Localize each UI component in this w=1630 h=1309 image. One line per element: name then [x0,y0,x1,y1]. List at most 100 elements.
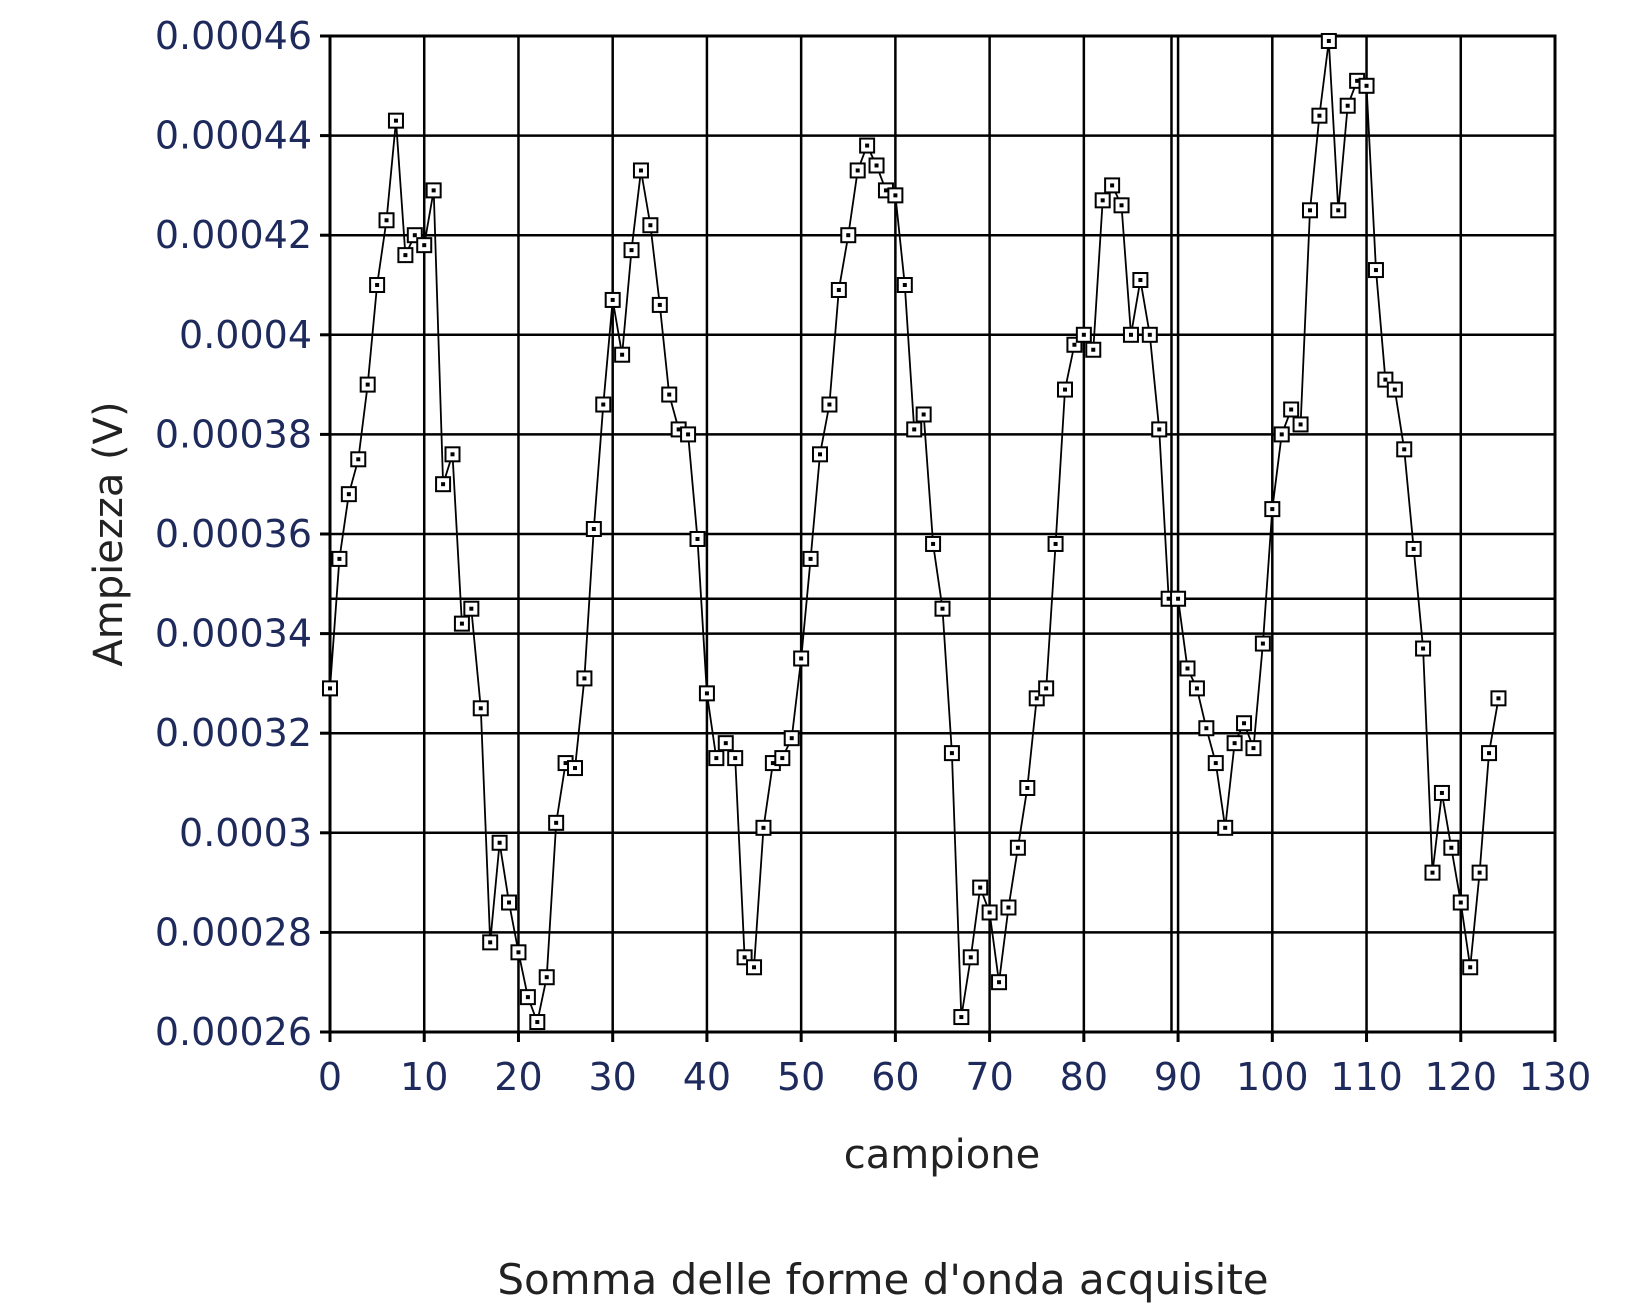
data-point-center-99 [1260,641,1265,646]
data-point-center-53 [827,402,832,407]
data-point-center-121 [1468,965,1473,970]
data-point-center-106 [1326,38,1331,43]
y-tick-label-10: 0.00046 [155,14,312,58]
data-point-center-62 [912,427,917,432]
data-point-center-109 [1355,78,1360,83]
x-tick-label-12: 120 [1425,1055,1498,1099]
data-point-center-36 [667,392,672,397]
data-point-center-42 [723,741,728,746]
data-point-center-87 [1147,332,1152,337]
data-point-center-68 [968,955,973,960]
x-tick-label-13: 130 [1519,1055,1592,1099]
x-tick-label-1: 10 [400,1055,448,1099]
data-point-center-29 [601,402,606,407]
y-tick-label-5: 0.00036 [155,512,312,556]
data-point-center-45 [752,965,757,970]
data-point-center-98 [1251,746,1256,751]
data-point-center-103 [1298,422,1303,427]
data-point-center-59 [883,188,888,193]
data-point-center-33 [638,168,643,173]
chart-caption: Somma delle forme d'onda acquisite [497,1255,1268,1304]
y-tick-label-2: 0.0003 [179,811,312,855]
data-point-center-52 [818,452,822,457]
y-tick-label-3: 0.00032 [155,711,312,755]
data-point-center-39 [695,536,700,541]
data-point-center-57 [865,143,870,148]
data-point-center-90 [1176,596,1181,601]
data-point-center-40 [704,691,709,696]
data-point-center-46 [761,825,766,830]
data-point-center-26 [573,766,577,771]
data-point-center-49 [789,736,794,741]
data-point-center-118 [1439,790,1444,795]
data-point-center-119 [1449,845,1454,850]
data-point-center-51 [808,556,813,561]
x-tick-label-3: 30 [589,1055,637,1099]
data-point-center-34 [648,223,653,228]
y-tick-label-4: 0.00034 [155,612,312,656]
cursor-lines[interactable] [330,36,1555,1032]
data-point-center-73 [1015,845,1020,850]
data-point-center-81 [1091,347,1096,352]
data-point-center-77 [1053,541,1058,546]
data-point-center-8 [403,253,408,258]
data-point-center-83 [1110,183,1115,188]
data-point-center-28 [591,527,596,532]
y-tick-label-0: 0.00026 [155,1010,312,1054]
data-point-center-41 [714,756,719,761]
data-point-center-89 [1166,596,1171,601]
x-tick-label-5: 50 [777,1055,825,1099]
data-point-center-85 [1128,332,1133,337]
data-point-center-113 [1392,387,1397,392]
data-point-center-58 [874,163,879,168]
data-point-center-96 [1232,741,1237,746]
data-point-center-93 [1204,726,1209,731]
data-point-center-0 [328,686,332,691]
data-point-center-12 [441,482,446,487]
data-point-center-70 [987,910,992,915]
data-point-center-10 [422,243,427,248]
y-tick-label-9: 0.00044 [155,114,312,158]
data-point-center-15 [469,606,474,611]
data-point-center-2 [346,492,351,497]
x-axis-ticks: 0 10 20 30 40 50 60 70 80 90 100 110 120 130 [318,1032,1591,1099]
x-axis-label: campione [844,1132,1040,1178]
data-point-center-31 [620,352,625,357]
data-point-center-54 [836,287,841,292]
data-point-center-114 [1402,447,1407,452]
data-point-center-111 [1373,268,1378,273]
data-point-center-4 [365,382,370,387]
data-point-center-25 [563,761,568,766]
data-point-center-78 [1063,387,1067,392]
data-point-center-88 [1157,427,1162,432]
data-point-center-79 [1072,342,1077,347]
data-point-center-48 [780,756,785,761]
x-tick-label-7: 70 [965,1055,1013,1099]
data-point-center-9 [412,233,417,238]
data-point-center-107 [1336,208,1341,213]
x-tick-label-8: 80 [1060,1055,1108,1099]
data-point-center-120 [1458,900,1463,905]
data-point-center-64 [931,541,936,546]
x-tick-label-10: 100 [1236,1055,1309,1099]
data-point-center-1 [337,556,342,561]
data-point-center-55 [846,233,851,238]
data-point-center-122 [1477,870,1482,875]
data-point-center-65 [940,606,945,611]
data-point-center-76 [1044,686,1049,691]
y-tick-label-1: 0.00028 [155,910,312,954]
y-axis-ticks: 0.00026 0.00028 0.0003 0.00032 0.00034 0.0003… [155,14,330,1054]
x-tick-label-6: 60 [871,1055,919,1099]
data-point-center-123 [1487,751,1492,756]
y-tick-label-7: 0.0004 [179,313,312,357]
data-point-center-19 [507,900,512,905]
data-point-center-20 [516,950,521,955]
data-point-center-116 [1421,646,1426,651]
data-point-center-32 [629,248,634,253]
x-tick-label-4: 40 [683,1055,731,1099]
data-point-center-38 [686,432,691,437]
data-point-center-67 [959,1015,964,1020]
data-point-center-66 [949,751,954,756]
y-axis-label: Ampiezza (V) [86,401,132,666]
